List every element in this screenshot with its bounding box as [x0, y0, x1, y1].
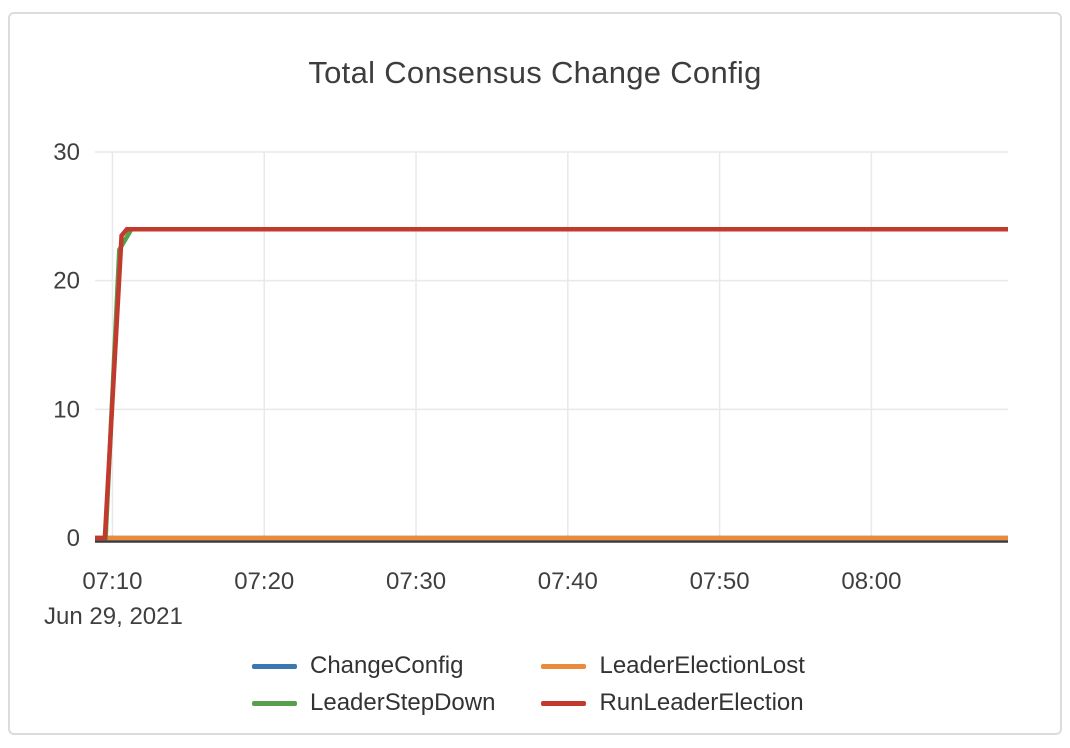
series-line-runleaderelection	[95, 226, 1008, 541]
legend-item-leaderelectionlost[interactable]: LeaderElectionLost	[541, 652, 805, 680]
y-tick-label: 10	[53, 396, 80, 423]
x-tick-label: 08:00	[841, 568, 901, 595]
y-tick-label: 0	[67, 525, 80, 552]
legend-swatch-leaderelectionlost	[541, 663, 587, 669]
chart-legend: ChangeConfig LeaderElectionLost LeaderSt…	[252, 652, 805, 717]
legend-swatch-changeconfig	[252, 663, 297, 669]
legend-label-changeconfig: ChangeConfig	[310, 652, 464, 679]
legend-label-runleaderelection: RunLeaderElection	[599, 689, 804, 716]
x-tick-label: 07:30	[386, 568, 446, 595]
legend-item-leaderstepdown[interactable]: LeaderStepDown	[252, 689, 495, 717]
legend-label-leaderelectionlost: LeaderElectionLost	[599, 652, 805, 679]
y-tick-label: 20	[53, 268, 80, 295]
legend-swatch-runleaderelection	[541, 700, 587, 706]
y-tick-label: 30	[53, 139, 80, 166]
chart-card	[8, 12, 1062, 735]
x-axis-date-label: Jun 29, 2021	[44, 603, 183, 630]
x-tick-label: 07:20	[234, 568, 294, 595]
x-tick-label: 07:10	[82, 568, 142, 595]
legend-item-runleaderelection[interactable]: RunLeaderElection	[541, 689, 804, 717]
legend-item-changeconfig[interactable]: ChangeConfig	[252, 652, 495, 680]
x-tick-label: 07:40	[538, 568, 598, 595]
chart-title: Total Consensus Change Config	[308, 55, 762, 90]
legend-swatch-leaderstepdown	[252, 700, 297, 706]
x-tick-label: 07:50	[690, 568, 750, 595]
legend-label-leaderstepdown: LeaderStepDown	[310, 689, 496, 716]
